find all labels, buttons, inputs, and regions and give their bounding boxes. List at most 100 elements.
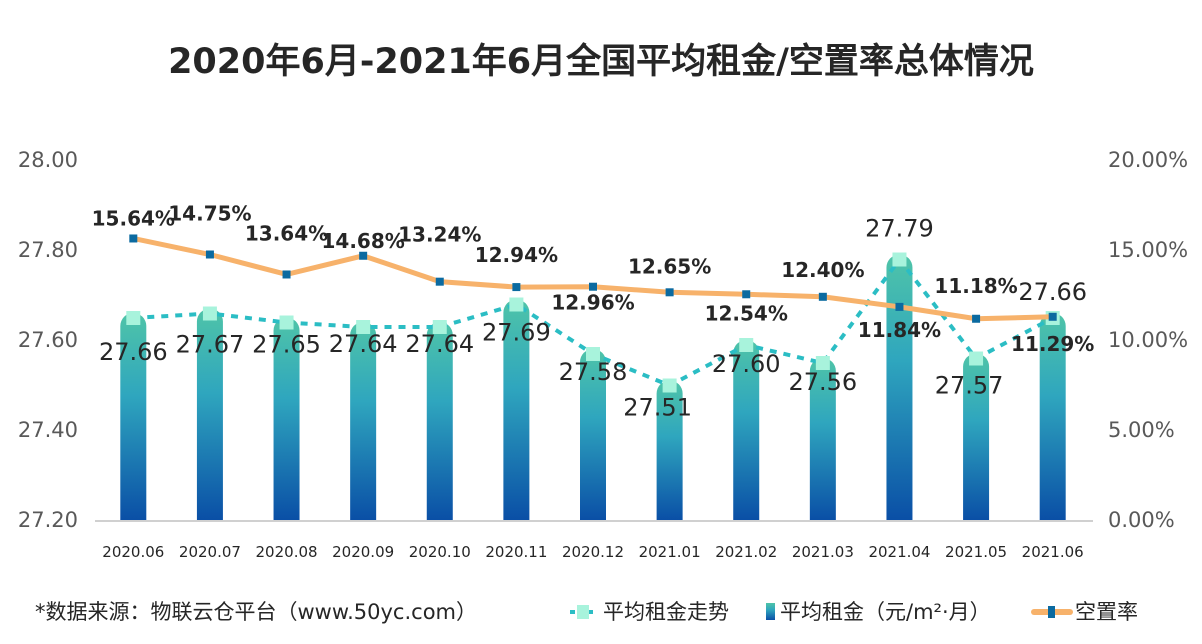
rent-bar — [580, 349, 606, 520]
vacancy-marker — [512, 283, 521, 292]
x-axis-tick: 2021.04 — [868, 543, 930, 561]
vacancy-marker — [435, 277, 444, 286]
rent-data-label: 27.66 — [99, 338, 168, 366]
vacancy-marker — [895, 302, 904, 311]
vacancy-marker — [282, 270, 291, 279]
rent-trend-marker — [509, 297, 524, 312]
rent-trend-marker — [432, 320, 447, 334]
vacancy-data-label: 11.18% — [934, 274, 1017, 298]
rent-bar — [963, 353, 990, 520]
rent-trend-marker — [586, 347, 600, 361]
vacancy-marker — [972, 314, 981, 323]
rent-trend-marker — [739, 338, 754, 352]
chart-title: 2020年6月-2021年6月全国平均租金/空置率总体情况 — [168, 41, 1034, 82]
rent-bar — [350, 322, 377, 520]
legend-item-rent[interactable]: 平均租金（元/m²·月） — [766, 600, 991, 624]
legend-label-rent: 平均租金（元/m²·月） — [780, 600, 991, 624]
legend-label-trend: 平均租金走势 — [603, 600, 729, 624]
vacancy-data-label: 13.64% — [245, 221, 328, 245]
legend-label-vacancy: 空置率 — [1075, 600, 1138, 624]
rent-data-label: 27.67 — [176, 331, 245, 359]
x-axis-tick: 2020.12 — [562, 543, 624, 561]
vacancy-marker — [589, 282, 597, 291]
rent-trend-marker — [969, 351, 984, 366]
vacancy-data-label: 14.75% — [168, 202, 251, 226]
rent-data-label: 27.64 — [405, 330, 474, 358]
legend-rent-swatch — [766, 603, 775, 620]
vacancy-data-label: 14.68% — [321, 229, 404, 253]
left-axis-tick: 27.80 — [18, 238, 78, 262]
vacancy-marker — [742, 290, 751, 299]
vacancy-data-label: 13.24% — [398, 223, 481, 247]
rent-data-label: 27.64 — [329, 330, 398, 358]
right-axis-tick: 0.00% — [1108, 508, 1175, 532]
left-axis-tick: 27.60 — [18, 328, 78, 352]
right-axis-tick: 20.00% — [1108, 148, 1188, 172]
legend-item-trend[interactable]: 平均租金走势 — [570, 600, 729, 624]
vacancy-data-label: 12.65% — [628, 254, 711, 278]
right-axis-tick: 10.00% — [1108, 328, 1188, 352]
left-axis-tick: 27.20 — [18, 508, 78, 532]
x-axis-tick: 2020.10 — [409, 543, 471, 561]
source-note: *数据来源：物联云仓平台（www.50yc.com） — [35, 600, 477, 624]
vacancy-data-label: 11.29% — [1011, 332, 1094, 356]
rent-bar — [120, 313, 147, 520]
vacancy-data-label: 12.54% — [705, 301, 788, 325]
x-axis-tick: 2021.05 — [945, 543, 1007, 561]
rent-bar — [809, 358, 836, 520]
rent-trend-marker — [356, 320, 371, 334]
right-axis-tick: 15.00% — [1108, 238, 1188, 262]
vacancy-marker — [129, 234, 138, 243]
rent-bar — [733, 340, 760, 520]
x-axis-tick: 2021.06 — [1022, 543, 1084, 561]
x-axis-tick: 2021.01 — [639, 543, 701, 561]
rent-bar — [656, 380, 683, 520]
rent-trend-marker — [126, 311, 141, 325]
rent-data-label: 27.51 — [623, 394, 692, 422]
x-axis-tick: 2020.09 — [332, 543, 394, 561]
vacancy-data-label: 12.96% — [551, 291, 634, 315]
left-axis-tick: 28.00 — [18, 148, 78, 172]
rent-bar — [426, 322, 453, 520]
rent-bar — [273, 317, 300, 520]
rent-bar — [196, 308, 223, 520]
vacancy-data-label: 11.84% — [858, 318, 941, 342]
legend: *数据来源：物联云仓平台（www.50yc.com） 平均租金走势 平均租金（元… — [35, 600, 1138, 624]
x-axis-tick: 2021.03 — [792, 543, 854, 561]
rent-data-label: 27.56 — [788, 368, 857, 396]
x-axis-tick: 2020.07 — [179, 543, 241, 561]
legend-item-vacancy[interactable]: 空置率 — [1031, 600, 1138, 624]
vacancy-marker — [1048, 312, 1057, 321]
vacancy-marker — [665, 288, 674, 297]
vacancy-data-label: 12.94% — [475, 243, 558, 267]
rent-data-label: 27.58 — [559, 358, 628, 386]
rent-bar — [503, 299, 530, 520]
rent-data-label: 27.69 — [482, 319, 551, 347]
right-axis-tick: 5.00% — [1108, 418, 1175, 442]
rent-bar — [886, 254, 913, 520]
vacancy-marker — [359, 251, 368, 260]
x-axis-tick: 2020.06 — [102, 543, 164, 561]
x-axis-tick: 2021.02 — [715, 543, 777, 561]
rent-data-label: 27.60 — [712, 350, 781, 378]
rent-trend-marker — [815, 356, 830, 370]
x-axis-tick: 2020.08 — [256, 543, 318, 561]
vacancy-data-label: 12.40% — [781, 258, 864, 282]
vacancy-data-label: 15.64% — [92, 206, 175, 230]
rent-data-label: 27.57 — [935, 372, 1004, 400]
left-axis-tick: 27.40 — [18, 418, 78, 442]
vacancy-marker — [818, 292, 827, 301]
rent-data-label: 27.79 — [865, 215, 934, 243]
rent-trend-marker — [892, 252, 907, 267]
rent-data-label: 27.65 — [252, 331, 321, 359]
legend-trend-marker — [577, 605, 589, 619]
vacancy-marker — [205, 250, 214, 259]
x-axis-tick: 2020.11 — [485, 543, 547, 561]
rent-data-label: 27.66 — [1018, 278, 1087, 306]
legend-vacancy-marker — [1048, 606, 1055, 618]
rent-trend-marker — [662, 378, 677, 393]
rent-trend-marker — [202, 306, 217, 321]
rent-trend-marker — [279, 315, 294, 330]
rent-bar — [1039, 313, 1066, 520]
